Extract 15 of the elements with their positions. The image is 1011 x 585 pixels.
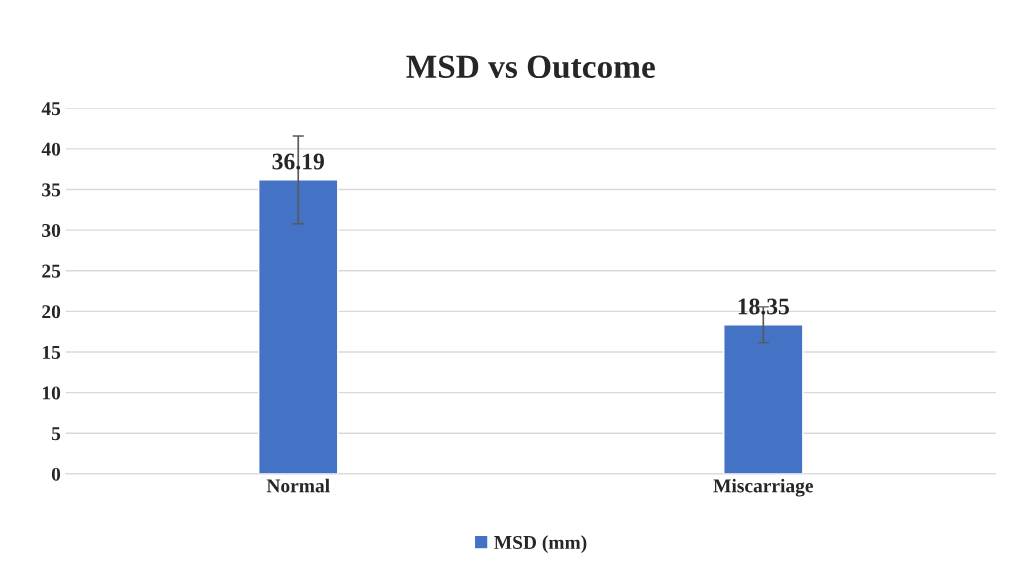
y-tick-label: 15 — [42, 345, 61, 359]
y-tick-label: 25 — [42, 264, 61, 278]
legend-label: MSD (mm) — [494, 535, 587, 553]
y-tick-label: 20 — [42, 305, 61, 319]
y-tick-label: 10 — [42, 386, 61, 400]
chart-title: MSD vs Outcome — [406, 55, 655, 79]
data-label: 18.35 — [738, 298, 789, 315]
x-tick-label: Miscarriage — [713, 478, 813, 497]
y-tick-label: 35 — [42, 183, 61, 197]
y-tick-label: 0 — [51, 467, 61, 481]
x-tick-label: Normal — [266, 478, 330, 493]
y-tick-label: 40 — [41, 142, 61, 156]
y-tick-label: 30 — [42, 223, 61, 238]
y-tick-label: 45 — [41, 102, 61, 116]
y-tick-label: 5 — [51, 427, 61, 441]
